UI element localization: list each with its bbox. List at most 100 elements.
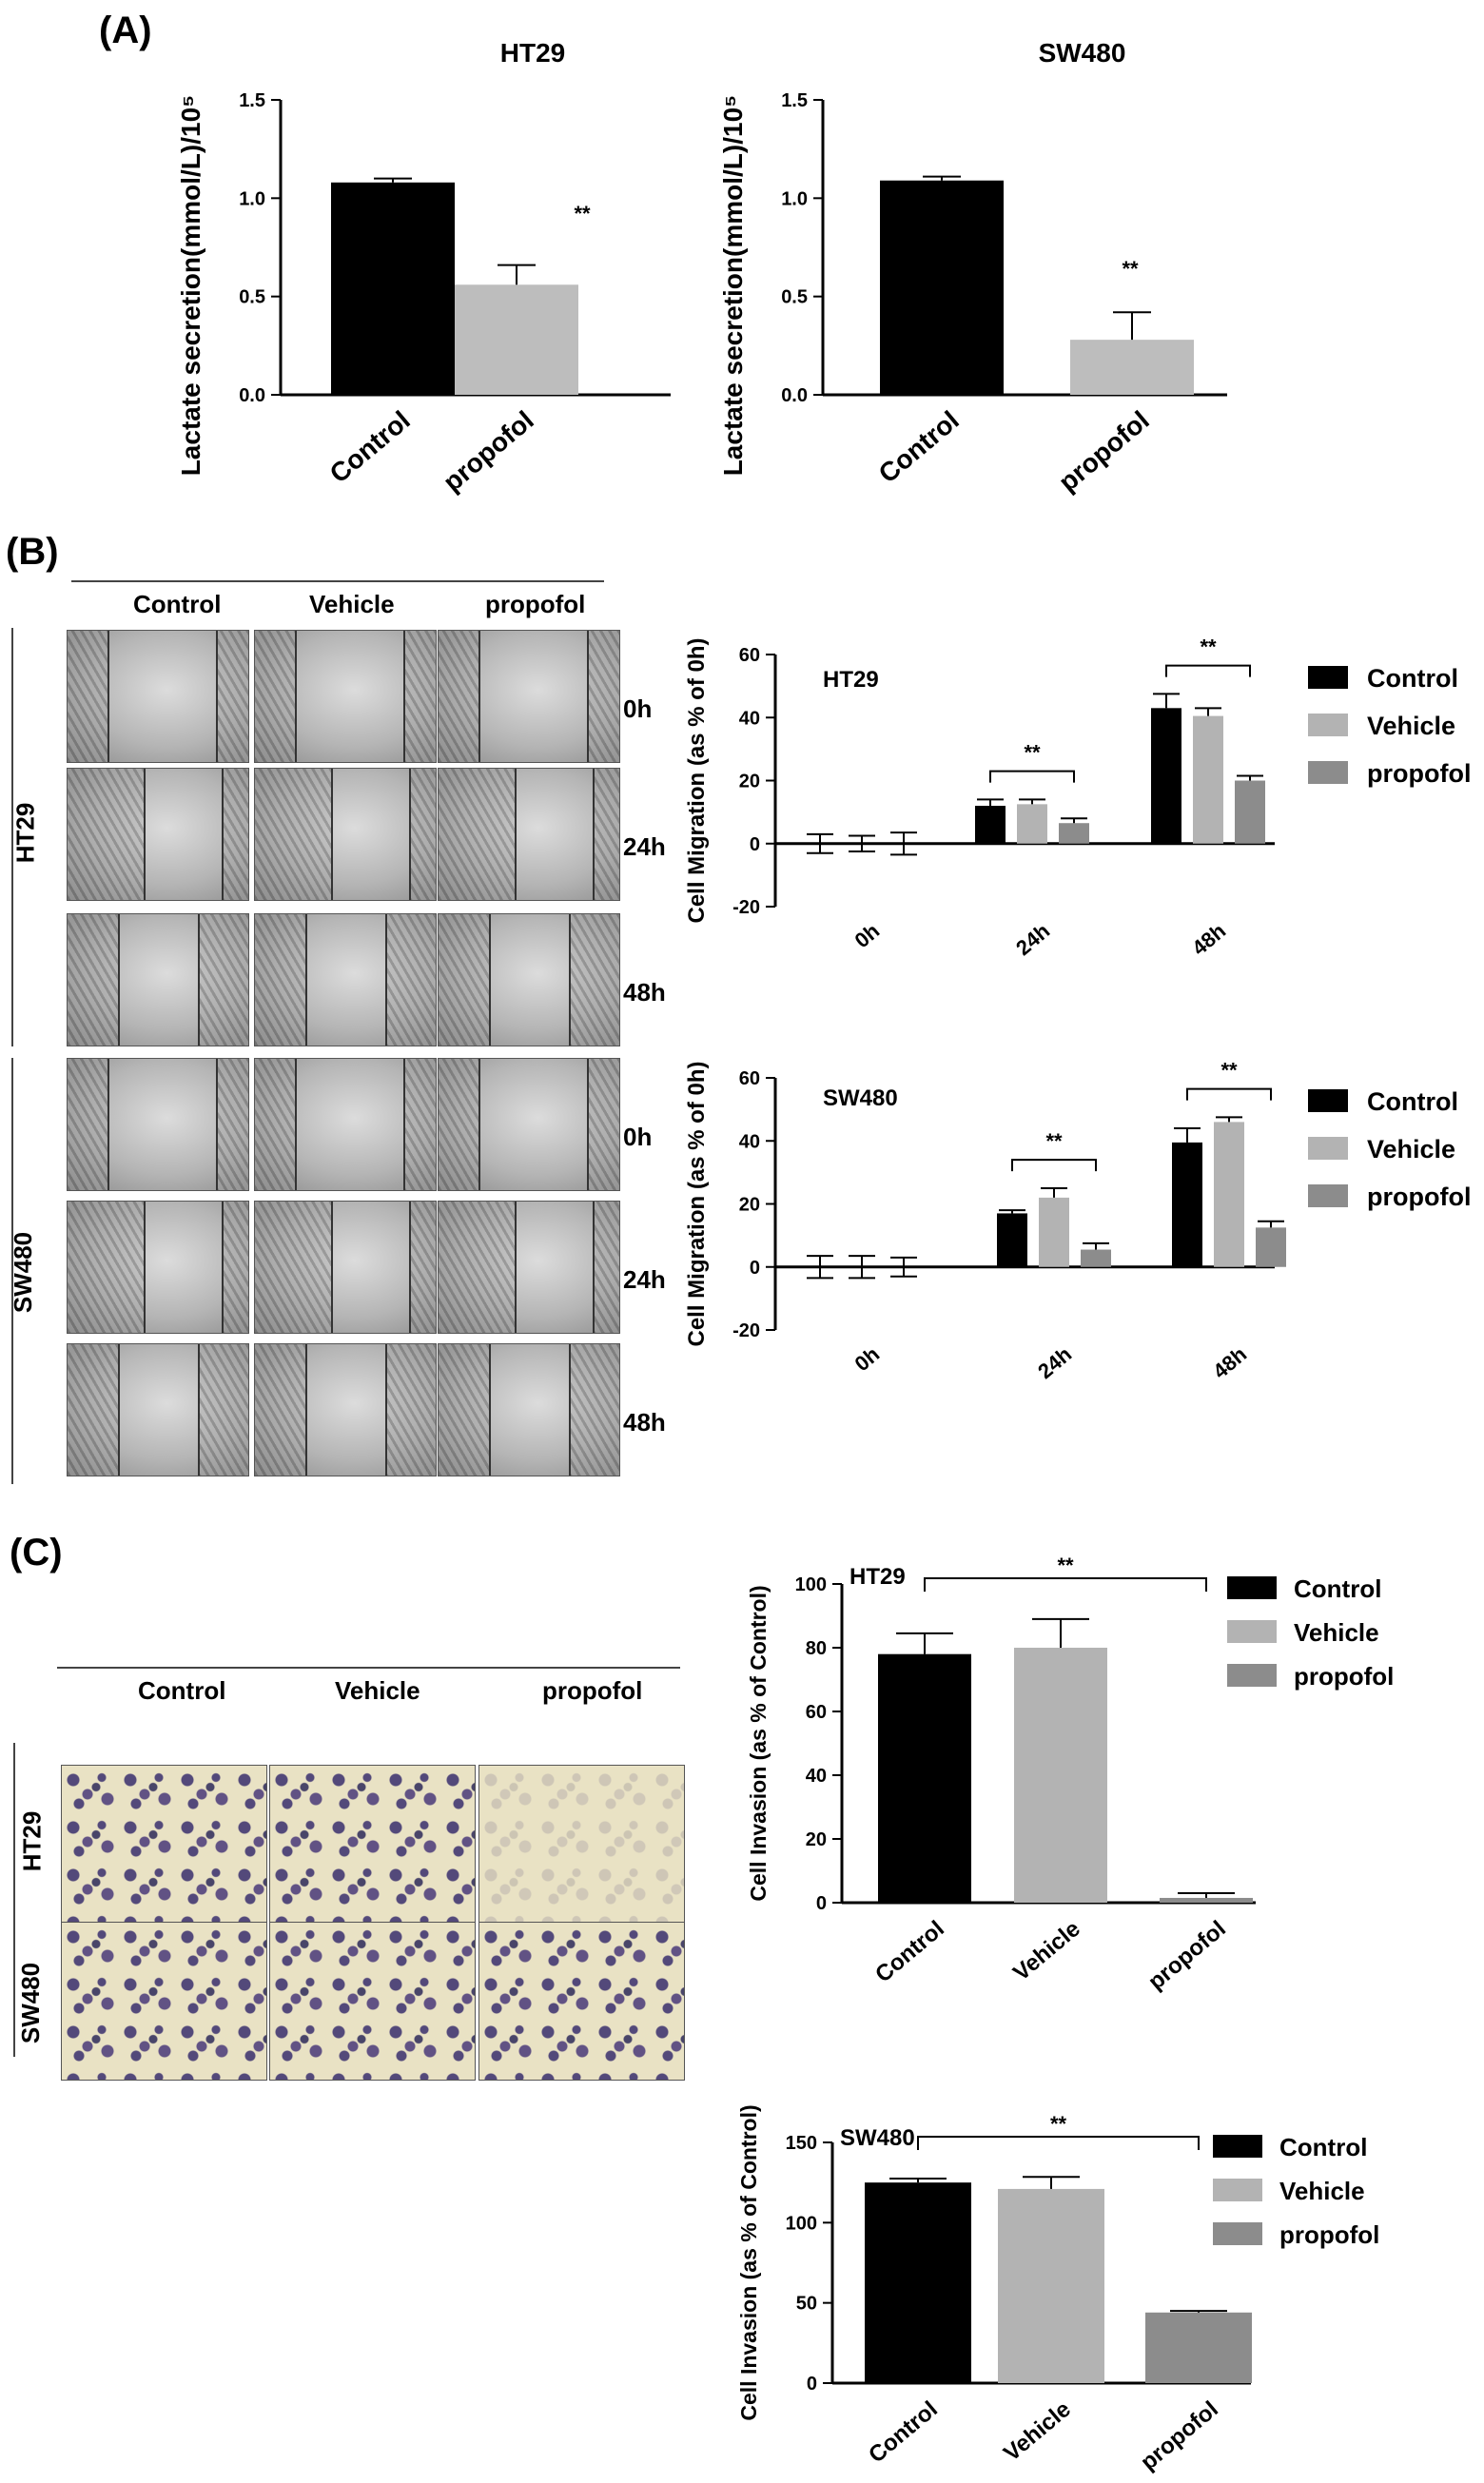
column-header-rule: [71, 580, 604, 582]
y-tick-label: 60: [806, 1702, 827, 1723]
bar: [1193, 715, 1223, 844]
bar: [1235, 780, 1265, 844]
scratch-micrograph: [438, 913, 620, 1046]
y-tick-label: 0.5: [239, 287, 265, 308]
y-axis-label: Lactate secretion(mmol/L)/10⁵: [718, 95, 748, 477]
bar: [1160, 1897, 1253, 1903]
scratch-micrograph: [254, 1343, 437, 1476]
cell-layer: [439, 631, 478, 762]
wound-edge-line: [330, 1202, 333, 1333]
chart-title: HT29: [500, 38, 565, 68]
wound-edge-line: [107, 1059, 109, 1190]
legend-swatch: [1308, 1184, 1348, 1207]
wound-edge-line: [489, 914, 492, 1046]
bar: [975, 806, 1006, 844]
y-axis-label: Cell Migration (as % of 0h): [684, 637, 710, 923]
chart-title: SW480: [823, 1085, 898, 1111]
invasion-micrograph: [269, 1765, 476, 1924]
cell-layer: [221, 1202, 248, 1333]
y-tick-label: 1.0: [239, 188, 265, 209]
wound-edge-line: [586, 631, 589, 762]
legend-label: propofol: [1294, 1662, 1394, 1691]
y-tick-label: 20: [739, 772, 760, 792]
scratch-micrograph: [67, 1058, 249, 1191]
c-column-header-vehicle: Vehicle: [335, 1676, 420, 1705]
cell-layer: [439, 914, 490, 1046]
cell-layer: [568, 1344, 619, 1476]
cell-layer: [592, 769, 619, 900]
y-tick-label: 0: [816, 1893, 827, 1914]
significance-marker: **: [1045, 1129, 1063, 1153]
scratch-micrograph: [254, 1058, 437, 1191]
bar: [880, 180, 1004, 395]
cell-layer: [197, 1344, 248, 1476]
y-tick-label: 150: [786, 2133, 817, 2154]
legend-label: Vehicle: [1294, 1618, 1379, 1647]
invasion-micrograph: [478, 1765, 685, 1924]
column-header-vehicle: Vehicle: [309, 590, 395, 618]
legend-swatch: [1308, 1089, 1348, 1112]
stained-cells: [479, 1923, 684, 2080]
cell-layer: [68, 1059, 107, 1190]
y-axis-label: Cell Migration (as % of 0h): [684, 1061, 710, 1346]
significance-bracket: [924, 1577, 1207, 1592]
wound-edge-line: [294, 1059, 297, 1190]
significance-bracket: [989, 770, 1075, 783]
legend-swatch: [1308, 1137, 1348, 1160]
chart-title: SW480: [840, 2125, 915, 2151]
chart-title: SW480: [1039, 38, 1126, 68]
y-tick-label: 40: [806, 1766, 827, 1787]
column-header-control: Control: [133, 590, 222, 618]
timepoint-label: 0h: [623, 1123, 653, 1151]
significance-marker: **: [1200, 635, 1217, 659]
bar: [1014, 1648, 1107, 1903]
bar: [878, 1653, 971, 1903]
wound-edge-line: [478, 631, 480, 762]
x-tick-label: 0h: [849, 1342, 884, 1377]
x-tick-label: Control: [873, 405, 965, 489]
cell-layer: [439, 1059, 478, 1190]
x-tick-label: Vehicle: [1008, 1916, 1085, 1986]
y-axis-label: Lactate secretion(mmol/L)/10⁵: [176, 95, 205, 477]
cell-layer: [68, 769, 144, 900]
y-tick-label: 20: [806, 1829, 827, 1850]
legend-swatch: [1213, 2179, 1262, 2201]
significance-bracket: [1186, 1087, 1272, 1101]
timepoint-label: 0h: [623, 694, 653, 723]
wound-edge-line: [384, 1344, 387, 1476]
y-tick-label: 0: [750, 834, 760, 855]
y-tick-label: 60: [739, 645, 760, 666]
bar: [997, 1213, 1027, 1267]
cell-layer: [384, 914, 436, 1046]
x-tick-label: 0h: [849, 919, 884, 953]
legend-label: propofol: [1367, 1183, 1471, 1211]
significance-bracket: [1165, 664, 1251, 677]
significance-marker: **: [1057, 1554, 1074, 1577]
stained-cells: [479, 1766, 684, 1923]
cell-layer: [586, 631, 619, 762]
timepoint-label: 24h: [623, 1265, 666, 1294]
wound-edge-line: [408, 1202, 411, 1333]
y-axis-label: Cell Invasion (as % of Control): [746, 1585, 771, 1901]
legend-swatch: [1227, 1620, 1277, 1643]
stained-cells: [62, 1923, 266, 2080]
timepoint-label: 24h: [623, 832, 666, 861]
column-header-propofol: propofol: [485, 590, 586, 618]
legend-swatch: [1213, 2222, 1262, 2245]
cell-layer: [408, 769, 436, 900]
x-tick-label: 48h: [1208, 1342, 1251, 1384]
bar: [1039, 1197, 1069, 1267]
wound-edge-line: [197, 1344, 200, 1476]
cell-layer: [255, 1344, 306, 1476]
c-column-header-control: Control: [138, 1676, 226, 1705]
y-tick-label: 0.0: [781, 385, 808, 406]
legend-label: Vehicle: [1279, 2177, 1365, 2205]
wound-edge-line: [568, 914, 571, 1046]
legend-label: Control: [1367, 1087, 1458, 1116]
panel-label-b: (B): [6, 531, 59, 573]
y-tick-label: 1.5: [781, 90, 808, 111]
cell-layer: [586, 1059, 619, 1190]
wound-edge-line: [586, 1059, 589, 1190]
y-axis-label: Cell Invasion (as % of Control): [736, 2104, 761, 2420]
wound-edge-line: [489, 1344, 492, 1476]
